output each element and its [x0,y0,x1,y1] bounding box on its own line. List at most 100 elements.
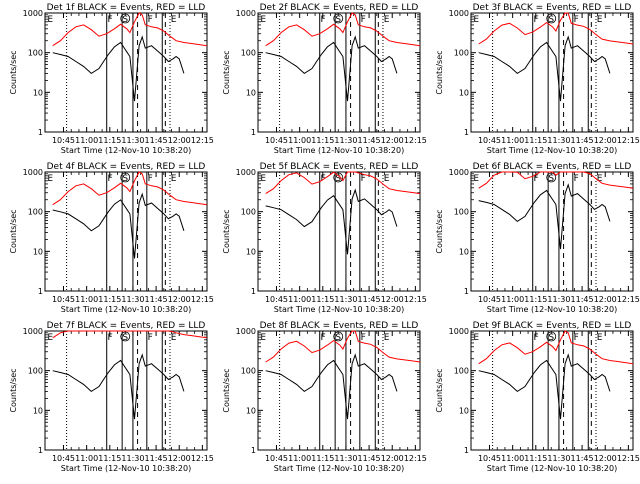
y-tick-label: 1 [38,287,43,296]
panel-6: Det 6f BLACK = Events, RED = LLD 1 10 100 10… [435,162,640,314]
x-axis-label: Start Time (12-Nov-10 10:38:20) [61,146,191,155]
x-tick-label: 11:00 [501,136,524,145]
x-tick-label: 12:00 [168,136,191,145]
series-line-events [265,35,398,102]
x-tick-label: 11:45 [145,454,168,463]
x-tick-label: 10:45 [478,136,501,145]
series-line-events [52,192,185,259]
series-line-lld [478,330,634,365]
x-tick-label: 11:30 [547,454,570,463]
x-tick-label: 10:45 [478,295,501,304]
x-tick-label: 12:15 [404,136,427,145]
y-tick-label: 10 [246,88,256,97]
y-axis-label: Counts/sec [222,50,231,94]
panel-9: Det 9f BLACK = Events, RED = LLD 1 10 100 10… [435,321,640,473]
interval-marker-e: E [47,174,53,184]
x-tick-label: 11:15 [311,454,334,463]
interval-marker-e: E [473,15,479,25]
plot-frame [44,171,208,292]
interval-marker-f: F [107,333,112,343]
interval-marker-e: E [260,174,266,184]
interval-marker-f: F [148,333,153,343]
x-tick-label: 11:15 [311,295,334,304]
interval-marker-e: E [384,333,390,343]
y-tick-label: 1 [251,446,256,455]
x-tick-label: 12:00 [168,454,191,463]
y-tick-label: 1000 [449,327,469,336]
x-tick-label: 11:15 [524,295,547,304]
y-tick-label: 1000 [23,327,43,336]
x-tick-label: 11:00 [288,136,311,145]
interval-marker-e: E [47,15,53,25]
series-line-lld [265,12,421,47]
interval-marker-e: E [597,174,603,184]
interval-marker-f: F [107,174,112,184]
x-axis-label: Start Time (12-Nov-10 10:38:20) [274,464,404,473]
plot-frame [44,330,208,451]
interval-marker-s: S [335,333,341,343]
x-axis-label: Start Time (12-Nov-10 10:38:20) [487,146,617,155]
x-tick-label: 10:45 [52,136,75,145]
y-tick-label: 100 [241,367,256,376]
y-tick-label: 10 [33,88,43,97]
interval-marker-f: F [533,15,538,25]
x-tick-label: 11:30 [121,295,144,304]
series-line-lld [478,12,634,45]
y-tick-label: 1000 [23,168,43,177]
x-tick-label: 12:00 [594,136,617,145]
y-axis-label: Counts/sec [435,50,444,94]
x-tick-label: 11:30 [334,295,357,304]
x-tick-label: 12:15 [404,295,427,304]
x-tick-label: 12:00 [168,295,191,304]
interval-marker-e: E [260,333,266,343]
interval-marker-f: F [320,333,325,343]
panel-4: Det 4f BLACK = Events, RED = LLD 1 10 100 10… [9,162,214,314]
x-tick-label: 12:00 [381,454,404,463]
x-tick-label: 11:45 [358,136,381,145]
x-tick-label: 11:45 [145,136,168,145]
x-tick-label: 11:45 [571,136,594,145]
x-tick-label: 12:15 [191,295,214,304]
series-line-lld [478,171,634,189]
x-tick-label: 12:00 [381,295,404,304]
interval-marker-e: E [384,15,390,25]
x-tick-label: 11:15 [524,454,547,463]
series-line-lld [265,171,421,195]
x-tick-label: 11:30 [547,295,570,304]
interval-marker-circle [546,13,557,24]
series-line-events [478,35,611,102]
y-tick-label: 1000 [236,168,256,177]
y-tick-label: 10 [246,247,256,256]
panel-title: Det 1f BLACK = Events, RED = LLD [47,3,206,13]
y-axis-label: Counts/sec [9,368,18,412]
series-line-lld [52,171,208,206]
y-tick-label: 100 [28,49,43,58]
y-tick-label: 1 [464,287,469,296]
panel-8: Det 8f BLACK = Events, RED = LLD 1 10 100 10… [222,321,427,473]
y-tick-label: 1 [464,446,469,455]
panel-5: Det 5f BLACK = Events, RED = LLD 1 10 100 10… [222,162,427,314]
x-tick-label: 11:00 [288,454,311,463]
x-tick-label: 11:00 [501,454,524,463]
x-tick-label: 12:15 [191,454,214,463]
y-tick-label: 100 [28,367,43,376]
x-axis-label: Start Time (12-Nov-10 10:38:20) [274,146,404,155]
x-tick-label: 11:15 [98,136,121,145]
x-tick-label: 11:30 [547,136,570,145]
x-tick-label: 11:15 [524,136,547,145]
interval-marker-f: F [107,15,112,25]
y-tick-label: 100 [28,208,43,217]
y-axis-label: Counts/sec [435,368,444,412]
interval-marker-s: S [548,174,554,184]
interval-marker-circle [546,172,557,183]
y-axis-label: Counts/sec [435,209,444,253]
x-tick-label: 12:15 [617,295,640,304]
interval-marker-f: F [361,15,366,25]
x-tick-label: 12:00 [381,136,404,145]
series-line-lld [52,330,208,339]
interval-marker-e: E [473,333,479,343]
interval-marker-f: F [533,174,538,184]
y-axis-label: Counts/sec [222,368,231,412]
interval-marker-e: E [597,333,603,343]
